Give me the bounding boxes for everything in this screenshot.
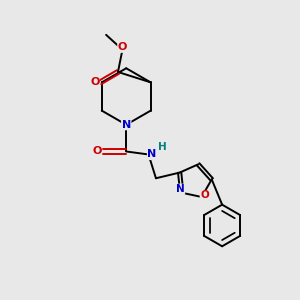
- Text: O: O: [90, 77, 100, 87]
- Text: N: N: [148, 149, 157, 160]
- Text: N: N: [122, 120, 131, 130]
- Text: O: O: [200, 190, 209, 200]
- Text: N: N: [176, 184, 185, 194]
- Text: H: H: [158, 142, 166, 152]
- Text: O: O: [118, 42, 127, 52]
- Text: O: O: [92, 146, 102, 157]
